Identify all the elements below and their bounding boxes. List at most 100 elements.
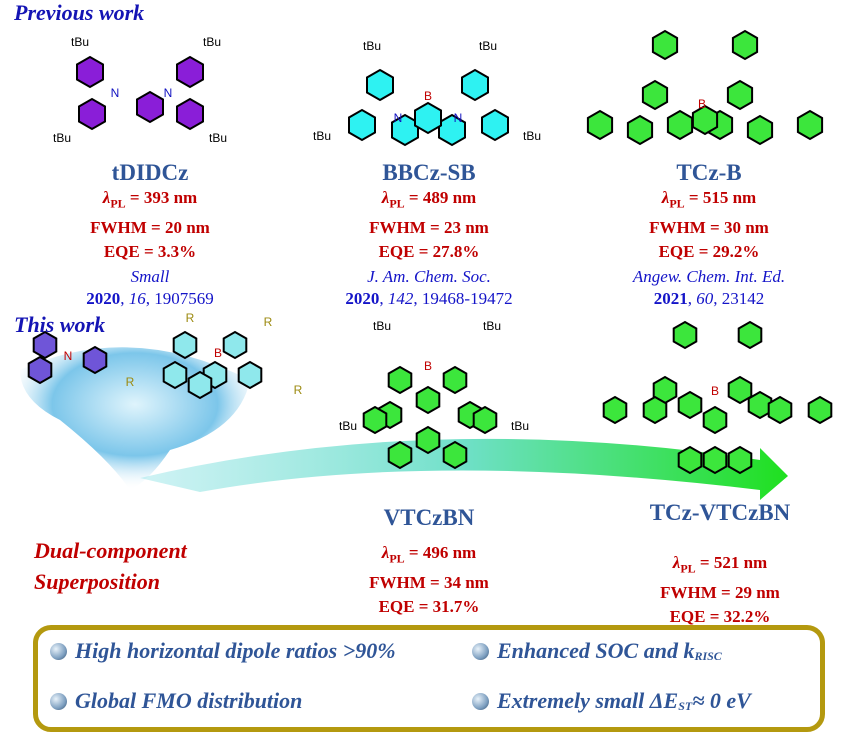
equals: =	[404, 188, 423, 207]
atom-label: tBu	[523, 129, 541, 143]
lambda-value: 496 nm	[422, 543, 477, 562]
reference: 2020, 16, 1907569	[86, 289, 214, 309]
benzene-ring	[442, 440, 468, 470]
bullet-icon	[472, 692, 489, 710]
benzene-ring	[702, 405, 728, 435]
atom-label: B	[214, 346, 222, 360]
features-box: High horizontal dipole ratios >90% Enhan…	[33, 625, 825, 732]
volume: 60	[696, 289, 714, 309]
atom-label: B	[711, 384, 719, 398]
benzene-ring	[387, 440, 413, 470]
benzene-ring	[442, 365, 468, 395]
benzene-ring	[642, 395, 668, 425]
fwhm: FWHM = 20 nm	[90, 217, 210, 237]
atom-label: tBu	[363, 39, 381, 53]
feature-text: High horizontal dipole ratios >90%	[75, 638, 396, 663]
compound-tcz-b: TCz-B λPL = 515 nm FWHM = 30 nm EQE = 29…	[589, 160, 839, 309]
equals: =	[404, 543, 423, 562]
volume: 142	[387, 289, 414, 309]
benzene-ring	[677, 445, 703, 475]
journal: J. Am. Chem. Soc.	[367, 266, 491, 286]
benzene-ring	[702, 445, 728, 475]
compound-bbcz-sb: BBCz-SB λPL = 489 nm FWHM = 23 nm EQE = …	[309, 160, 559, 309]
atom-label: N	[394, 111, 403, 125]
lambda-value: 393 nm	[143, 188, 198, 207]
lambda-pl: λPL = 515 nm	[589, 186, 829, 216]
compound-name: BBCz-SB	[382, 160, 476, 185]
benzene-ring	[677, 390, 703, 420]
benzene-ring	[726, 79, 754, 111]
year: 2020	[345, 289, 380, 309]
atom-label: tBu	[339, 419, 357, 433]
concept-line-2: Superposition	[34, 569, 160, 594]
atom-label: N	[454, 111, 463, 125]
lambda-value: 489 nm	[422, 188, 477, 207]
lambda-subscript: PL	[680, 561, 696, 576]
lambda-symbol: λ	[102, 188, 111, 207]
equals: =	[684, 188, 703, 207]
lambda-subscript: PL	[389, 551, 405, 566]
lambda-symbol: λ	[381, 543, 390, 562]
lambda-value: 521 nm	[713, 553, 768, 572]
benzene-ring	[387, 365, 413, 395]
fwhm: FWHM = 34 nm	[369, 572, 489, 592]
feature-text: Enhanced SOC and k	[497, 638, 695, 663]
atom-label: tBu	[71, 35, 89, 49]
lambda-symbol: λ	[672, 553, 681, 572]
compound-name: TCz-B	[676, 160, 742, 185]
lambda-subscript: PL	[669, 196, 685, 211]
feature-soc: Enhanced SOC and k RISC	[472, 638, 722, 664]
previous-work-heading: Previous work	[14, 0, 145, 25]
benzene-ring	[651, 29, 679, 61]
atom-label: tBu	[203, 35, 221, 49]
atom-label: tBu	[483, 319, 501, 333]
atom-label: R	[294, 383, 303, 397]
feature-dipole: High horizontal dipole ratios >90%	[50, 638, 396, 664]
benzene-ring	[32, 330, 58, 360]
benzene-ring	[136, 90, 164, 124]
benzene-ring	[187, 370, 213, 400]
compound-vtczbn: VTCzBN λPL = 496 nm FWHM = 34 nm EQE = 3…	[309, 505, 549, 620]
progress-arrow	[140, 438, 788, 500]
compound-name: VTCzBN	[383, 505, 475, 530]
journal: Angew. Chem. Int. Ed.	[632, 266, 786, 286]
year: 2020	[86, 289, 121, 309]
atom-label: tBu	[313, 129, 331, 143]
lambda-pl: λPL = 489 nm	[309, 186, 549, 216]
benzene-ring	[727, 445, 753, 475]
benzene-ring	[807, 395, 833, 425]
reference: 2021, 60, 23142	[653, 289, 765, 309]
benzene-ring	[78, 97, 106, 131]
pages: 23142	[721, 289, 765, 309]
feature-subscript: ST	[678, 698, 693, 713]
benzene-ring	[366, 68, 394, 102]
pages: 19468-19472	[421, 289, 513, 309]
benzene-ring	[691, 104, 719, 136]
bullet-icon	[472, 642, 489, 660]
fwhm: FWHM = 30 nm	[649, 217, 769, 237]
benzene-ring	[348, 108, 376, 142]
fwhm: FWHM = 29 nm	[660, 582, 780, 602]
benzene-ring	[414, 101, 442, 135]
lambda-pl: λPL = 496 nm	[309, 541, 549, 571]
equals: =	[125, 188, 144, 207]
year: 2021	[653, 289, 688, 309]
benzene-ring	[796, 109, 824, 141]
benzene-ring	[222, 330, 248, 360]
eqe: EQE = 29.2%	[658, 242, 760, 262]
feature-text: Global FMO distribution	[75, 688, 303, 713]
atom-label: N	[64, 349, 73, 363]
compound-tdidcz: tDIDCz λPL = 393 nm FWHM = 20 nm EQE = 3…	[30, 160, 280, 309]
compound-name: TCz-VTCzBN	[649, 500, 791, 525]
benzene-ring	[82, 345, 108, 375]
reference: 2020, 142, 19468-19472	[345, 289, 513, 309]
concept-label: Dual-component Superposition	[34, 535, 187, 597]
feature-text: Extremely small ΔE	[497, 688, 679, 713]
benzene-ring	[672, 320, 698, 350]
lambda-value: 515 nm	[702, 188, 757, 207]
benzene-ring	[362, 405, 388, 435]
fwhm: FWHM = 23 nm	[369, 217, 489, 237]
atom-label: tBu	[53, 131, 71, 145]
